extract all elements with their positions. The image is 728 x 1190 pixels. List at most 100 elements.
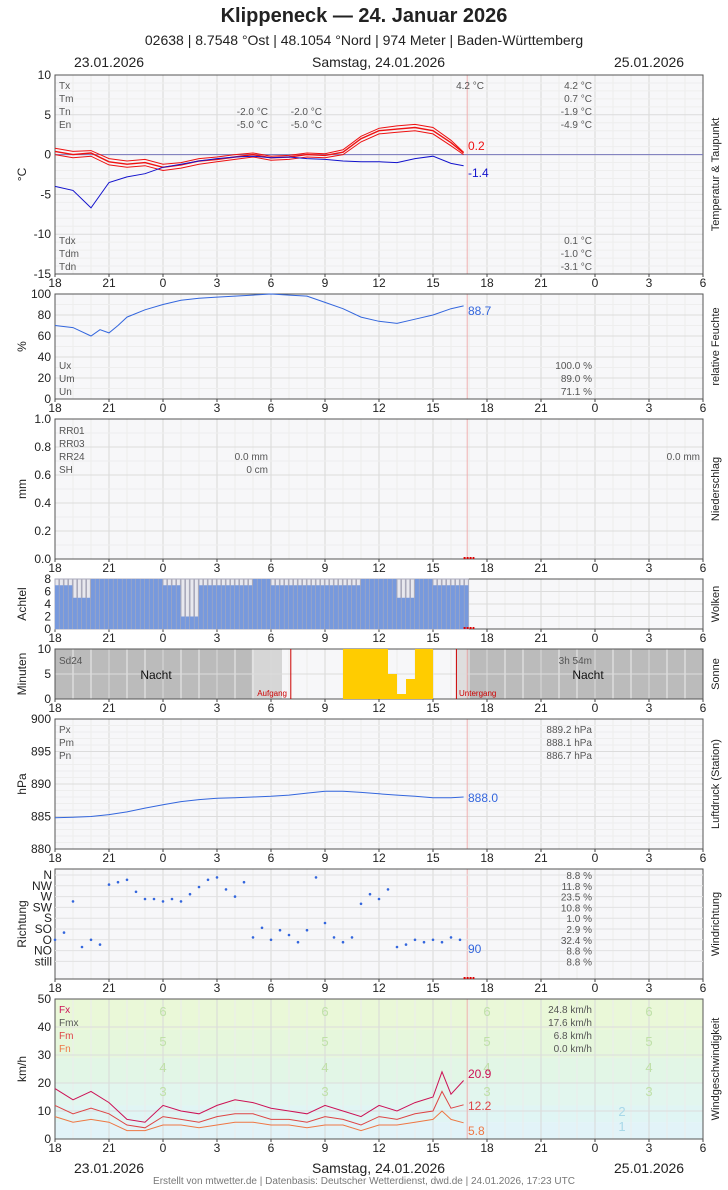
end-label-temp: 0.2 bbox=[468, 139, 485, 153]
stat-value: 0.1 °C bbox=[564, 236, 592, 247]
x-tick-label: 21 bbox=[534, 981, 548, 995]
cloud-bar bbox=[244, 585, 248, 629]
x-tick-label: 9 bbox=[322, 276, 329, 290]
cloud-bar bbox=[361, 579, 365, 629]
y-tick-label: 10 bbox=[38, 1104, 52, 1118]
stat-value: 0 cm bbox=[246, 465, 268, 476]
x-tick-label: 21 bbox=[534, 701, 548, 715]
cloud-bar bbox=[127, 579, 131, 629]
x-tick-label: 12 bbox=[372, 851, 386, 865]
y-tick-label: 890 bbox=[31, 777, 51, 791]
x-tick-label: 15 bbox=[426, 981, 440, 995]
y-tick-label: 10 bbox=[38, 68, 52, 82]
stat-label: En bbox=[59, 120, 71, 131]
sunshine-bar bbox=[424, 649, 433, 699]
cloud-bar bbox=[374, 579, 379, 629]
cloud-bar bbox=[208, 585, 212, 629]
y-tick-label: 5 bbox=[44, 108, 51, 122]
direction-point bbox=[161, 900, 165, 903]
direction-point bbox=[323, 921, 327, 925]
direction-point bbox=[449, 936, 453, 939]
x-tick-label: 12 bbox=[372, 981, 386, 995]
cloud-bar bbox=[379, 579, 383, 629]
y-tick-label: 2 bbox=[44, 610, 51, 624]
beaufort-label: 3 bbox=[645, 1084, 652, 1099]
beaufort-label: 6 bbox=[159, 1004, 166, 1019]
x-tick-label: 6 bbox=[268, 981, 275, 995]
cloud-bar bbox=[401, 597, 406, 629]
stat-value: 100.0 % bbox=[555, 361, 592, 372]
cloud-bar bbox=[149, 579, 154, 629]
station-info: 02638 | 8.7548 °Ost | 48.1054 °Nord | 97… bbox=[144, 32, 584, 48]
y-tick-label: 0 bbox=[44, 148, 51, 162]
direction-point bbox=[386, 888, 390, 891]
x-tick-label: 0 bbox=[160, 561, 167, 575]
cloud-bar bbox=[235, 585, 239, 629]
direction-label: N bbox=[43, 868, 52, 882]
x-tick-label: 9 bbox=[322, 701, 329, 715]
cloud-bar bbox=[64, 585, 68, 629]
x-tick-label: 0 bbox=[160, 701, 167, 715]
cloud-bar bbox=[212, 585, 217, 629]
x-tick-label: 9 bbox=[322, 631, 329, 645]
direction-point bbox=[233, 895, 237, 898]
cloud-bar bbox=[356, 585, 361, 629]
stat-label: Ux bbox=[59, 361, 71, 372]
x-tick-label: 12 bbox=[372, 276, 386, 290]
panel-wind_direction: 18 21 0 3 6 9 12 15 18 21 0 3 6 Richtung Windrichtung N… bbox=[15, 868, 722, 995]
stat-value: -5.0 °C bbox=[291, 120, 322, 131]
stat-label: Um bbox=[59, 374, 75, 385]
x-tick-label: 3 bbox=[214, 401, 221, 415]
x-tick-label: 3 bbox=[214, 981, 221, 995]
stat-value: -1.0 °C bbox=[561, 249, 592, 260]
stat-value: -2.0 °C bbox=[291, 107, 322, 118]
x-tick-label: 3 bbox=[646, 1141, 653, 1155]
y-tick-label: 0 bbox=[44, 1132, 51, 1146]
x-tick-label: 9 bbox=[322, 851, 329, 865]
y-axis-label: km/h bbox=[15, 1056, 29, 1082]
direction-percent: 23.5 % bbox=[561, 893, 592, 904]
cloud-bar bbox=[77, 597, 82, 629]
x-tick-label: 15 bbox=[426, 851, 440, 865]
x-tick-label: 18 bbox=[480, 701, 494, 715]
beaufort-label: 5 bbox=[321, 1034, 328, 1049]
beaufort-label: 3 bbox=[159, 1084, 166, 1099]
stat-value: -4.9 °C bbox=[561, 120, 592, 131]
title-date: 24. Januar 2026 bbox=[358, 5, 508, 27]
x-tick-label: 21 bbox=[102, 401, 116, 415]
sunshine-bar bbox=[352, 649, 361, 699]
x-tick-label: 9 bbox=[322, 1141, 329, 1155]
series-fmx bbox=[54, 1090, 464, 1129]
direction-point bbox=[143, 897, 147, 901]
x-tick-label: 6 bbox=[700, 981, 707, 995]
beaufort-label: 4 bbox=[483, 1060, 490, 1075]
cloud-bar bbox=[86, 597, 91, 629]
direction-point bbox=[260, 926, 264, 930]
cloud-bar bbox=[230, 585, 235, 629]
y-axis-label: Richtung bbox=[15, 900, 29, 947]
cloud-bar bbox=[343, 585, 347, 629]
cloud-bar bbox=[406, 597, 410, 629]
direction-point bbox=[71, 900, 75, 903]
cloud-bar bbox=[221, 585, 226, 629]
cloud-bar bbox=[226, 585, 230, 629]
stat-label: Fx bbox=[59, 1005, 70, 1016]
direction-label: NO bbox=[34, 944, 52, 958]
direction-point bbox=[458, 938, 462, 942]
cloud-bar bbox=[163, 585, 167, 629]
y-tick-label: 8 bbox=[44, 572, 51, 586]
cloud-bar bbox=[365, 579, 370, 629]
cloud-bar bbox=[167, 585, 172, 629]
cloud-bar bbox=[100, 579, 104, 629]
x-tick-label: 0 bbox=[160, 1141, 167, 1155]
y-tick-label: 20 bbox=[38, 1076, 52, 1090]
stat-label: Tx bbox=[59, 81, 70, 92]
y-tick-label: 6 bbox=[44, 585, 51, 599]
y-tick-label: 50 bbox=[38, 992, 52, 1006]
x-tick-label: 15 bbox=[426, 631, 440, 645]
direction-point bbox=[332, 936, 336, 939]
cloud-bar bbox=[424, 579, 428, 629]
cloud-bar bbox=[136, 579, 140, 629]
x-tick-label: 6 bbox=[268, 701, 275, 715]
